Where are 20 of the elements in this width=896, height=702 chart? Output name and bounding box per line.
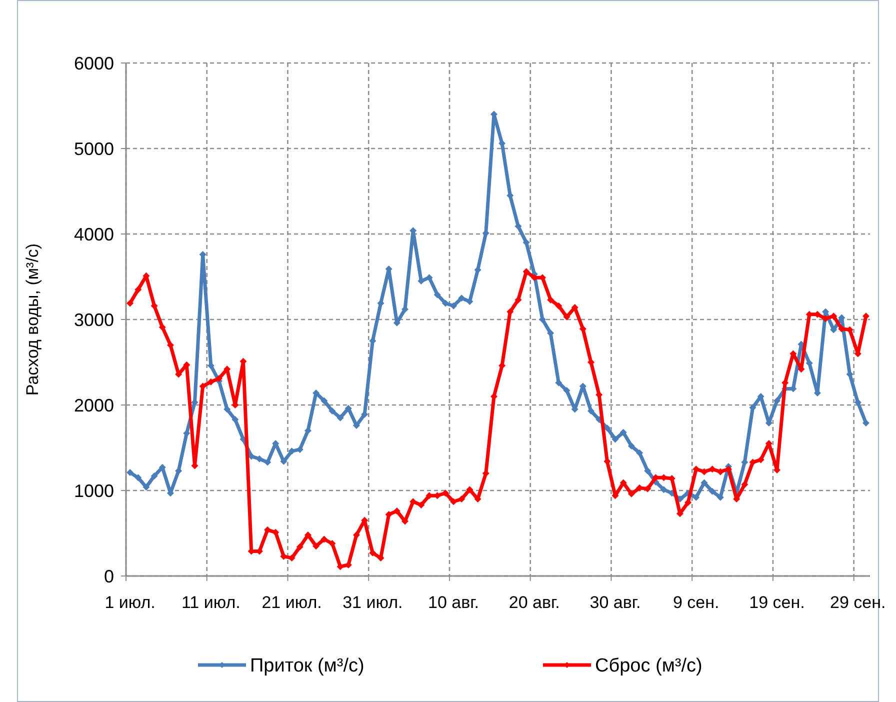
x-tick-label: 19 сен. bbox=[749, 593, 805, 612]
x-tick-label: 11 июл. bbox=[181, 593, 240, 612]
x-tick-label: 20 авг. bbox=[508, 593, 560, 612]
y-tick-label: 4000 bbox=[74, 224, 114, 244]
x-tick-label: 21 июл. bbox=[262, 593, 322, 612]
y-tick-label: 1000 bbox=[74, 480, 114, 501]
y-tick-label: 6000 bbox=[74, 53, 114, 74]
x-tick-label: 1 июл. bbox=[104, 593, 156, 612]
x-tick-label: 31 июл. bbox=[342, 593, 403, 612]
x-tick-label: 30 авг. bbox=[590, 593, 641, 612]
y-tick-label: 3000 bbox=[74, 310, 114, 330]
x-tick-label: 10 авг. bbox=[428, 593, 480, 612]
y-tick-label: 5000 bbox=[74, 138, 114, 159]
legend-label: Сброс (м³/с) bbox=[595, 656, 702, 677]
x-tick-label: 9 сен. bbox=[673, 593, 720, 612]
y-axis-title: Расход воды, (м³/с) bbox=[23, 243, 42, 396]
legend-label: Приток (м³/с) bbox=[250, 656, 364, 677]
y-tick-label: 2000 bbox=[74, 395, 114, 416]
y-tick-label: 0 bbox=[104, 566, 114, 586]
x-tick-label: 29 сен. bbox=[830, 593, 886, 612]
